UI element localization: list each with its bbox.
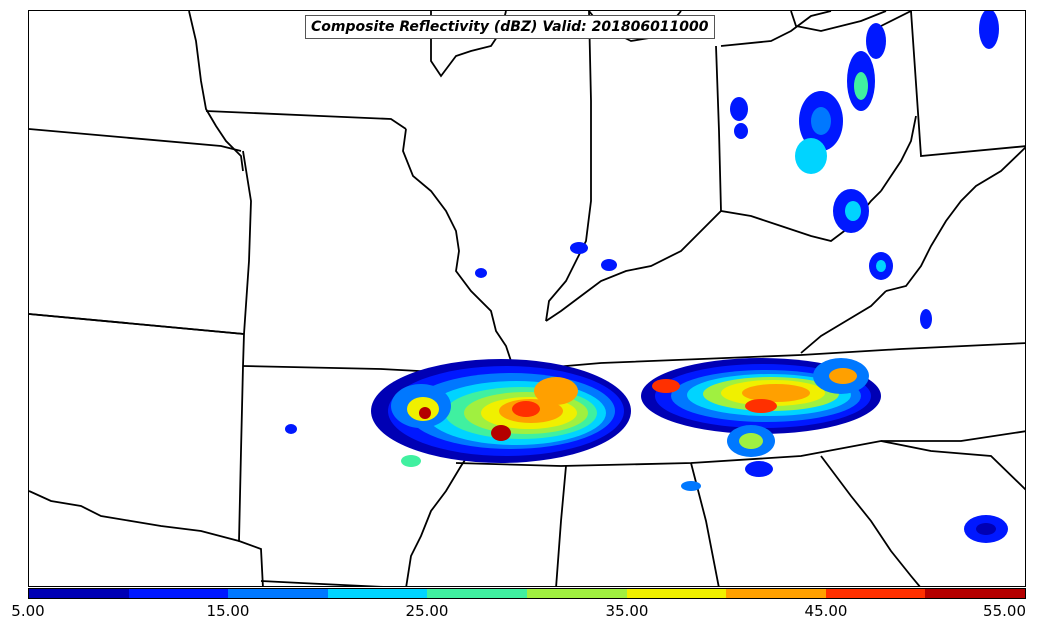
colorbar-tick-label: 5.00: [11, 602, 45, 620]
colorbar-segment: [925, 589, 1025, 598]
border-in-oh: [715, 45, 722, 212]
colorbar-tick-label: 35.00: [605, 602, 649, 620]
colorbar-segment: [427, 589, 527, 598]
state-borders: [29, 11, 1025, 586]
colorbar-segment: [626, 589, 727, 598]
border-tn-south: [455, 430, 1025, 467]
colorbar-segment: [228, 589, 328, 598]
border-wv-east: [885, 146, 1025, 292]
border-ar-la: [260, 580, 383, 586]
river-ohio: [545, 190, 882, 322]
border-il-in: [545, 11, 592, 322]
river-ohio-upper: [880, 115, 917, 192]
border-ia-il: [205, 110, 407, 130]
colorbar-segment: [825, 589, 926, 598]
colorbar-segment: [29, 589, 129, 598]
border-ks-ok: [29, 313, 245, 335]
border-ar-ok: [238, 365, 264, 586]
map-frame: [28, 10, 1026, 587]
radar-map: [29, 11, 1025, 586]
lake-erie-shore: [720, 11, 912, 47]
colorbar-tick-label: 15.00: [206, 602, 250, 620]
border-ga-sc: [820, 455, 921, 586]
radar-echoes: [285, 11, 1008, 543]
colorbar-segment: [526, 589, 627, 598]
colorbar-tick-label: 45.00: [804, 602, 848, 620]
border-ia-mo: [29, 128, 242, 152]
river-red: [29, 490, 240, 542]
colorbar-segment: [726, 589, 826, 598]
border-oh-pa: [910, 11, 1025, 157]
colorbar-segment: [128, 589, 229, 598]
colorbar-segment: [327, 589, 428, 598]
border-mo-ks: [242, 150, 252, 367]
map-title: Composite Reflectivity (dBZ) Valid: 2018…: [305, 15, 715, 39]
border-ms-al: [555, 465, 567, 586]
border-sc-nc: [880, 440, 1025, 491]
colorbar-tick-label: 55.00: [983, 602, 1026, 620]
colorbar-tick-label: 25.00: [405, 602, 449, 620]
colorbar: [28, 588, 1026, 599]
border-ky-va: [800, 290, 887, 354]
river-missouri-north: [188, 11, 244, 172]
river-mississippi-upper: [402, 128, 512, 362]
